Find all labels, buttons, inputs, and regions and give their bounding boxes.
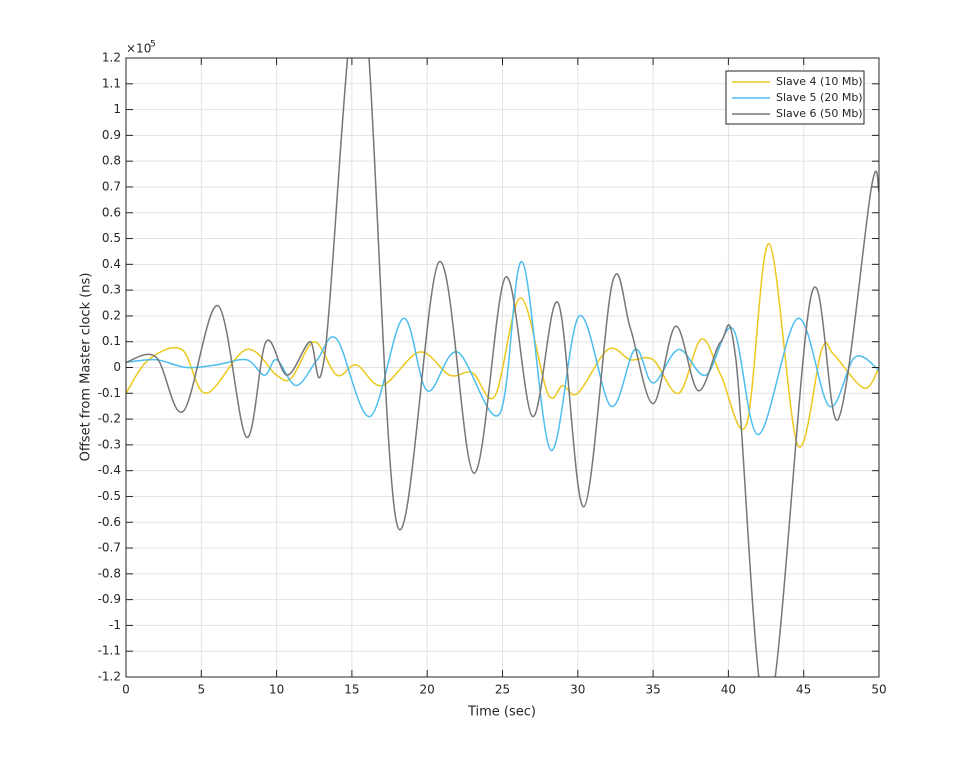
x-tick-label: 0 bbox=[122, 683, 130, 697]
ticks: 0 5 10 15 20 25 30 35 40 45 50-1.2-1.1-1-0.9-0.8-0… bbox=[98, 51, 887, 697]
y-tick-label: 0.4 bbox=[102, 257, 121, 271]
y-tick-label: 0.6 bbox=[102, 205, 121, 219]
y-tick-label: -1.2 bbox=[98, 670, 121, 684]
x-tick-label: 20 bbox=[420, 683, 435, 697]
y-tick-label: -0.4 bbox=[98, 463, 121, 477]
y-tick-label: -0.7 bbox=[98, 541, 121, 555]
y-tick-label: -0.6 bbox=[98, 515, 121, 529]
y-tick-label: 1 bbox=[113, 102, 121, 116]
y-tick-label: 0.2 bbox=[102, 308, 121, 322]
y-tick-label: 0.7 bbox=[102, 179, 121, 193]
y-tick-label: -0.9 bbox=[98, 592, 121, 606]
y-tick-label: -0.3 bbox=[98, 437, 121, 451]
x-tick-label: 15 bbox=[344, 683, 359, 697]
y-tick-label: 0.3 bbox=[102, 283, 121, 297]
y-multiplier: ×10 bbox=[126, 42, 151, 56]
legend-label: Slave 5 (20 Mb) bbox=[776, 91, 863, 104]
y-tick-label: 0 bbox=[113, 360, 121, 374]
y-tick-label: 0.9 bbox=[102, 128, 121, 142]
y-tick-label: 0.8 bbox=[102, 154, 121, 168]
x-axis-label: Time (sec) bbox=[467, 705, 536, 720]
y-tick-label: -0.1 bbox=[98, 386, 121, 400]
y-tick-label: -0.2 bbox=[98, 412, 121, 426]
y-axis-label: Offset from Master clock (ns) bbox=[79, 273, 94, 462]
y-tick-label: 0.1 bbox=[102, 334, 121, 348]
y-exponent: 5 bbox=[150, 40, 156, 50]
series-line bbox=[126, 58, 879, 677]
y-tick-label: -1 bbox=[109, 618, 121, 632]
y-tick-label: -1.1 bbox=[98, 644, 121, 658]
y-tick-label: 1.1 bbox=[102, 76, 121, 90]
lines bbox=[126, 58, 879, 677]
series-line bbox=[126, 260, 879, 451]
x-tick-label: 35 bbox=[645, 683, 660, 697]
y-tick-label: 1.2 bbox=[102, 51, 121, 65]
x-tick-label: 25 bbox=[495, 683, 510, 697]
series-line bbox=[126, 242, 879, 448]
x-tick-label: 45 bbox=[796, 683, 811, 697]
legend-label: Slave 6 (50 Mb) bbox=[776, 107, 863, 120]
legend-label: Slave 4 (10 Mb) bbox=[776, 75, 863, 88]
y-tick-label: 0.5 bbox=[102, 231, 121, 245]
x-tick-label: 40 bbox=[721, 683, 736, 697]
x-tick-label: 10 bbox=[269, 683, 284, 697]
x-tick-label: 30 bbox=[570, 683, 585, 697]
x-tick-label: 50 bbox=[871, 683, 886, 697]
legend: Slave 4 (10 Mb) Slave 5 (20 Mb) Slave 6 (5… bbox=[725, 70, 865, 125]
y-tick-label: -0.5 bbox=[98, 489, 121, 503]
y-tick-label: -0.8 bbox=[98, 566, 121, 580]
x-tick-label: 5 bbox=[197, 683, 205, 697]
